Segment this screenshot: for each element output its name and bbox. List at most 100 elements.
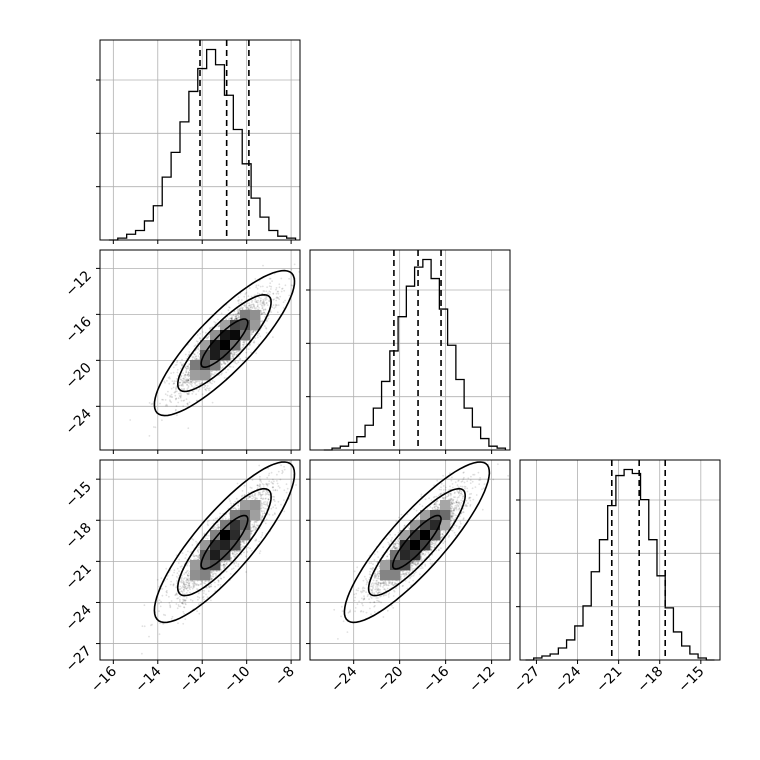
sample-point bbox=[294, 457, 296, 459]
sample-point bbox=[235, 317, 238, 320]
sample-point bbox=[192, 554, 195, 557]
sample-point bbox=[268, 483, 270, 485]
sample-point bbox=[250, 333, 253, 336]
sample-point bbox=[255, 284, 258, 287]
sample-point bbox=[220, 568, 223, 571]
sample-point bbox=[256, 334, 259, 337]
sample-point bbox=[184, 557, 187, 559]
density-cell bbox=[210, 340, 221, 351]
sample-point bbox=[230, 366, 232, 368]
sample-point bbox=[266, 493, 268, 495]
panel-frame bbox=[99, 249, 301, 451]
sample-point bbox=[277, 485, 280, 487]
sample-point bbox=[219, 584, 222, 586]
sample-point bbox=[206, 387, 208, 389]
sample-point bbox=[224, 362, 227, 364]
sample-point bbox=[248, 304, 250, 307]
sample-point bbox=[243, 494, 246, 496]
sample-point bbox=[187, 379, 190, 381]
sample-point bbox=[273, 298, 275, 301]
sample-point bbox=[265, 295, 267, 298]
density-cell bbox=[220, 340, 231, 351]
sample-point bbox=[177, 622, 179, 624]
sample-point bbox=[173, 569, 176, 572]
sample-point bbox=[160, 600, 163, 603]
sample-point bbox=[175, 380, 178, 383]
sample-point bbox=[291, 284, 294, 287]
sample-point bbox=[187, 379, 190, 382]
sample-point bbox=[262, 483, 265, 486]
sample-point bbox=[245, 348, 248, 350]
sample-point bbox=[272, 486, 274, 489]
sample-point bbox=[187, 574, 190, 577]
density-cell bbox=[200, 370, 211, 381]
sample-point bbox=[249, 486, 252, 489]
sample-point bbox=[215, 574, 218, 576]
sample-point bbox=[232, 507, 235, 510]
histogram-panel-1 bbox=[96, 39, 301, 244]
sample-point bbox=[256, 305, 259, 308]
sample-point bbox=[192, 390, 195, 393]
sample-point bbox=[188, 401, 191, 404]
sample-point bbox=[262, 300, 265, 303]
sample-point bbox=[255, 520, 258, 523]
sample-point bbox=[177, 597, 180, 599]
sample-point bbox=[160, 577, 163, 579]
sample-point bbox=[220, 363, 223, 366]
sample-point bbox=[209, 585, 212, 588]
sample-point bbox=[228, 306, 231, 309]
sample-point bbox=[198, 546, 200, 549]
sample-point bbox=[189, 380, 192, 383]
sample-point bbox=[185, 587, 188, 590]
sample-point bbox=[250, 330, 253, 333]
sample-point bbox=[263, 303, 266, 305]
sample-point bbox=[172, 584, 175, 587]
sample-point bbox=[203, 384, 206, 387]
sample-point bbox=[237, 316, 239, 319]
sample-point bbox=[204, 388, 207, 391]
sample-point bbox=[241, 308, 243, 310]
sample-point bbox=[223, 360, 226, 363]
sample-point bbox=[170, 401, 173, 404]
sample-point bbox=[238, 309, 241, 311]
sample-point bbox=[267, 292, 269, 295]
sample-point bbox=[272, 514, 274, 516]
sample-point bbox=[179, 395, 182, 398]
sample-point bbox=[255, 301, 258, 304]
sample-point bbox=[189, 591, 191, 594]
sample-point bbox=[207, 387, 210, 390]
sample-point bbox=[262, 290, 265, 292]
sample-point bbox=[273, 496, 276, 498]
sample-point bbox=[186, 388, 189, 390]
sample-point bbox=[192, 381, 195, 383]
sample-point bbox=[238, 312, 241, 315]
sample-point bbox=[186, 581, 189, 584]
sample-point bbox=[196, 580, 199, 582]
sample-point bbox=[201, 393, 204, 396]
sample-point bbox=[198, 350, 201, 352]
sample-point bbox=[178, 385, 181, 387]
sample-point bbox=[162, 613, 165, 616]
sample-point bbox=[258, 293, 261, 295]
sample-point bbox=[233, 555, 236, 558]
sample-point bbox=[214, 517, 217, 520]
sample-point bbox=[196, 555, 199, 557]
density-cell bbox=[210, 330, 221, 341]
sample-point bbox=[188, 584, 191, 587]
sample-point bbox=[265, 489, 268, 492]
sample-point bbox=[191, 385, 193, 387]
sample-point bbox=[214, 526, 216, 528]
sample-point bbox=[178, 605, 180, 608]
sample-point bbox=[246, 306, 249, 309]
sample-point bbox=[240, 306, 243, 308]
sample-point bbox=[194, 583, 197, 586]
sample-point bbox=[187, 374, 190, 377]
sample-point bbox=[175, 554, 178, 557]
sample-point bbox=[243, 551, 245, 554]
sample-point bbox=[254, 298, 257, 301]
sample-point bbox=[242, 540, 244, 542]
sample-point bbox=[263, 304, 265, 307]
sample-point bbox=[185, 371, 188, 374]
sample-point bbox=[181, 364, 183, 367]
sample-point bbox=[208, 389, 211, 392]
